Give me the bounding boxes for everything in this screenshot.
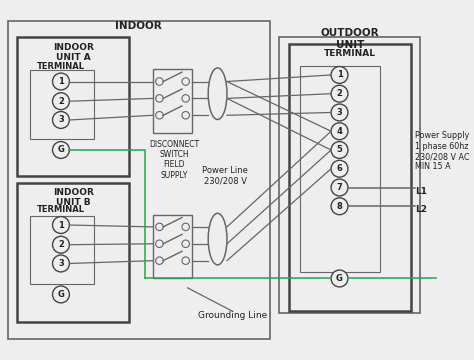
Text: Power Supply
1 phase 60hz
230/208 V AC
MIN 15 A: Power Supply 1 phase 60hz 230/208 V AC M… [416, 131, 470, 171]
Circle shape [53, 73, 69, 90]
Text: TERMINAL: TERMINAL [324, 49, 376, 58]
Text: 8: 8 [337, 202, 342, 211]
Text: L1: L1 [416, 187, 428, 196]
Text: 7: 7 [337, 183, 342, 192]
Bar [30, 216, 94, 284]
Text: 5: 5 [337, 145, 342, 154]
Circle shape [53, 236, 69, 253]
Bar [153, 215, 192, 279]
Circle shape [53, 217, 69, 233]
Text: 1: 1 [58, 77, 64, 86]
Circle shape [53, 286, 69, 303]
Bar [300, 66, 380, 272]
Bar [153, 69, 192, 133]
Text: TERMINAL: TERMINAL [37, 205, 85, 214]
Text: 6: 6 [337, 164, 342, 173]
Text: Grounding Line: Grounding Line [198, 311, 267, 320]
Text: INDOOR
UNIT B: INDOOR UNIT B [53, 188, 93, 207]
Circle shape [331, 198, 348, 215]
Text: L2: L2 [416, 204, 428, 213]
Circle shape [182, 78, 190, 85]
Text: 2: 2 [58, 97, 64, 106]
Text: G: G [57, 290, 64, 299]
Text: 4: 4 [337, 127, 342, 136]
Circle shape [53, 255, 69, 272]
Circle shape [182, 112, 190, 119]
Circle shape [331, 179, 348, 196]
Circle shape [155, 257, 163, 264]
Bar [30, 70, 94, 139]
Circle shape [53, 93, 69, 110]
Text: 3: 3 [337, 108, 342, 117]
Circle shape [182, 223, 190, 231]
Circle shape [331, 270, 348, 287]
Text: 3: 3 [58, 116, 64, 125]
Text: 1: 1 [337, 71, 342, 80]
Circle shape [331, 123, 348, 140]
Text: Power Line
230/208 V: Power Line 230/208 V [202, 166, 248, 185]
Text: INDOOR
UNIT A: INDOOR UNIT A [53, 43, 93, 63]
Circle shape [331, 85, 348, 102]
Text: 1: 1 [58, 221, 64, 230]
Text: G: G [336, 274, 343, 283]
Bar [289, 44, 411, 311]
Circle shape [331, 67, 348, 84]
Text: DISCONNECT
SWITCH
FIELD
SUPPLY: DISCONNECT SWITCH FIELD SUPPLY [149, 140, 200, 180]
Bar [280, 36, 420, 313]
Circle shape [182, 240, 190, 248]
Text: G: G [57, 145, 64, 154]
Text: 2: 2 [337, 89, 342, 98]
Bar [8, 21, 270, 339]
Circle shape [331, 160, 348, 177]
Text: 2: 2 [58, 240, 64, 249]
Circle shape [182, 257, 190, 264]
Text: OUTDOOR
UNIT: OUTDOOR UNIT [320, 28, 379, 50]
Circle shape [155, 95, 163, 102]
Bar [17, 37, 129, 176]
Circle shape [182, 95, 190, 102]
Text: 3: 3 [58, 259, 64, 268]
Circle shape [331, 104, 348, 121]
Circle shape [155, 78, 163, 85]
Circle shape [155, 223, 163, 231]
Bar [17, 183, 129, 321]
Text: INDOOR: INDOOR [116, 21, 162, 31]
Circle shape [331, 141, 348, 158]
Circle shape [53, 112, 69, 129]
Text: TERMINAL: TERMINAL [37, 62, 85, 71]
Ellipse shape [208, 68, 227, 120]
Ellipse shape [208, 213, 227, 265]
Circle shape [155, 112, 163, 119]
Circle shape [155, 240, 163, 248]
Circle shape [53, 141, 69, 158]
